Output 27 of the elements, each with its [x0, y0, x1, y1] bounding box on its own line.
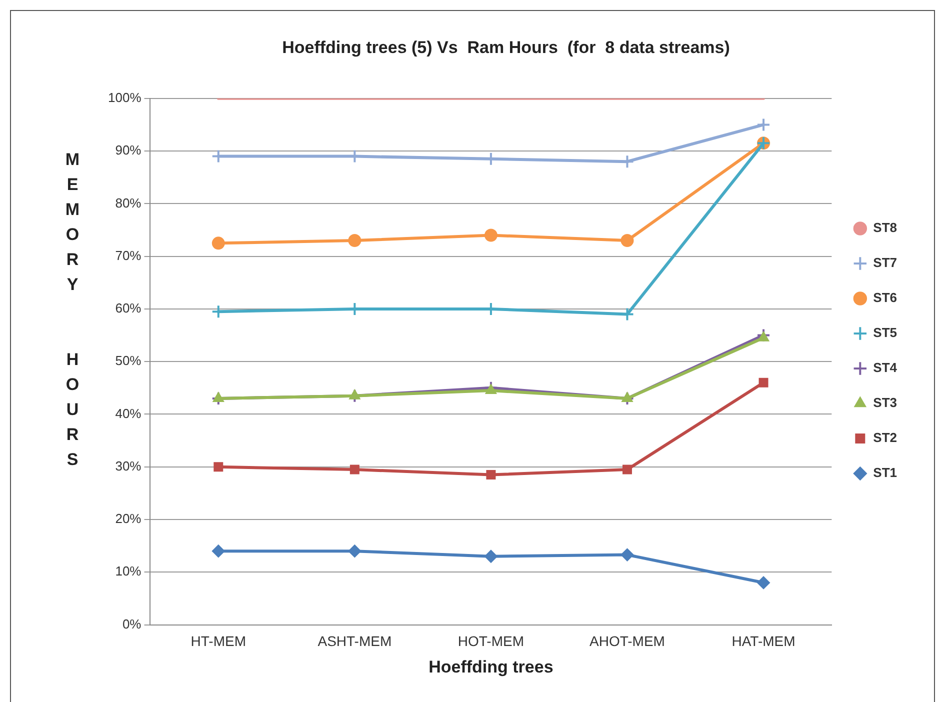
y-tick-label: 20% — [115, 511, 142, 526]
legend-label: ST3 — [873, 395, 897, 410]
y-tick-label: 50% — [115, 353, 142, 368]
legend-label: ST6 — [873, 290, 897, 306]
y-tick-label: 10% — [115, 564, 142, 579]
legend-label: ST8 — [873, 220, 897, 236]
x-tick-label: HT-MEM — [190, 633, 246, 650]
legend-label: ST4 — [873, 360, 898, 376]
y-axis-title: MEMORY HOURS — [62, 150, 82, 475]
y-tick-label: 70% — [115, 248, 142, 263]
y-tick-label: 40% — [115, 406, 142, 421]
legend-label: ST1 — [873, 465, 897, 480]
y-tick-label: 90% — [115, 142, 142, 158]
y-tick-label: 100% — [108, 90, 142, 105]
legend-label: ST2 — [873, 430, 897, 446]
x-tick-label: ASHT-MEM — [318, 633, 392, 650]
y-tick-label: 80% — [115, 195, 142, 210]
legend-label: ST5 — [873, 325, 897, 340]
x-tick-label: AHOT-MEM — [590, 633, 665, 650]
y-tick-label: 0% — [122, 616, 142, 632]
x-tick-label: HAT-MEM — [732, 633, 796, 650]
y-tick-label: 30% — [115, 458, 142, 474]
x-tick-label: HOT-MEM — [458, 633, 524, 650]
x-axis-title: Hoeffding trees — [428, 657, 554, 676]
legend-label: ST7 — [873, 255, 897, 270]
chart-title: Hoeffding trees (5) Vs Ram Hours (for 8 data streams) — [282, 38, 730, 57]
y-tick-label: 60% — [115, 300, 142, 316]
